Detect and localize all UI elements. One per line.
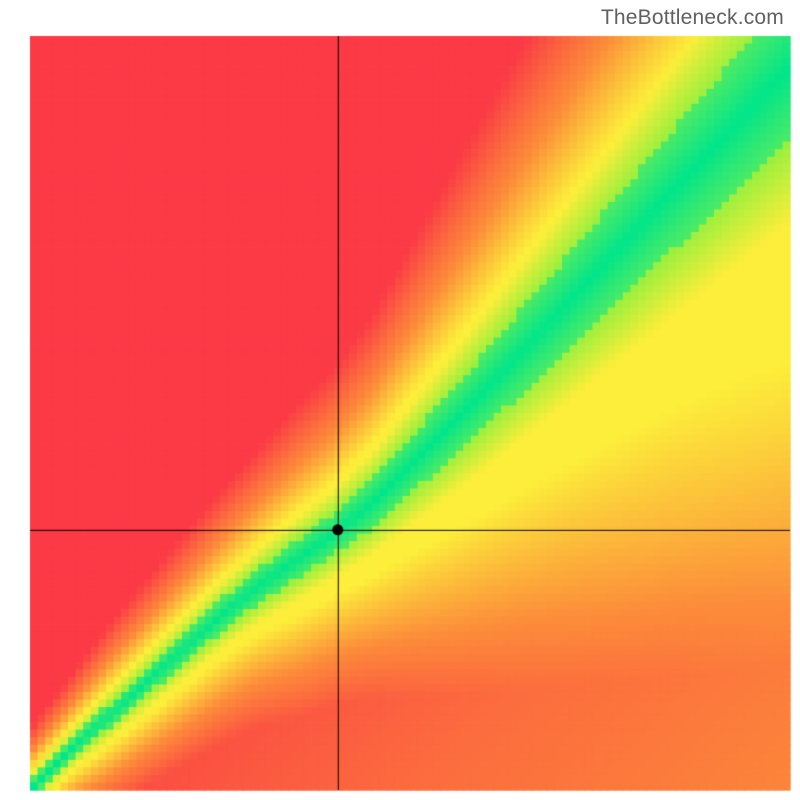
chart-container: TheBottleneck.com [0, 0, 800, 800]
watermark-text: TheBottleneck.com [601, 6, 784, 30]
bottleneck-heatmap [0, 0, 800, 800]
